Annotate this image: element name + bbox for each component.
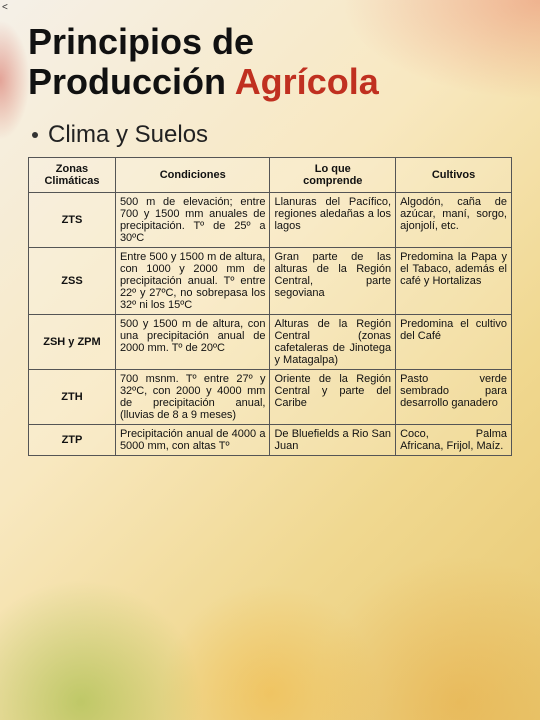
- col-cultivos: Cultivos: [396, 157, 512, 192]
- cell-cond: Precipitación anual de 4000 a 5000 mm, c…: [115, 424, 270, 455]
- col-comprende: Lo que comprende: [270, 157, 396, 192]
- table-row: ZSS Entre 500 y 1500 m de altura, con 10…: [29, 247, 512, 314]
- cell-zone: ZTH: [29, 369, 116, 424]
- cell-cult: Predomina la Papa y el Tabaco, además el…: [396, 247, 512, 314]
- section-heading-text: Clima y Suelos: [48, 121, 208, 148]
- cell-zone: ZSS: [29, 247, 116, 314]
- cell-cond: 500 m de elevación; entre 700 y 1500 mm …: [115, 192, 270, 247]
- cell-cult: Pasto verde sembrado para desarrollo gan…: [396, 369, 512, 424]
- cell-zone: ZSH y ZPM: [29, 314, 116, 369]
- bullet-icon: [32, 132, 38, 138]
- col-condiciones: Condiciones: [115, 157, 270, 192]
- cell-cult: Predomina el cultivo del Café: [396, 314, 512, 369]
- cell-comp: Oriente de la Región Central y parte del…: [270, 369, 396, 424]
- cell-cond: Entre 500 y 1500 m de altura, con 1000 y…: [115, 247, 270, 314]
- cell-zone: ZTP: [29, 424, 116, 455]
- cell-comp: Alturas de la Región Central (zonas cafe…: [270, 314, 396, 369]
- col-zonas-l1: Zonas: [56, 163, 88, 175]
- col-comprende-l2: comprende: [303, 175, 362, 187]
- cell-comp: Llanuras del Pacífico, regiones aledañas…: [270, 192, 396, 247]
- title-line2-accent: Agrícola: [235, 61, 379, 102]
- page-title: Principios de Producción Agrícola: [28, 22, 512, 103]
- table-row: ZTH 700 msnm. Tº entre 27º y 32ºC, con 2…: [29, 369, 512, 424]
- table-row: ZTP Precipitación anual de 4000 a 5000 m…: [29, 424, 512, 455]
- cell-comp: De Bluefields a Rio San Juan: [270, 424, 396, 455]
- title-line1: Principios de: [28, 21, 254, 62]
- col-zonas-l2: Climáticas: [44, 175, 99, 187]
- cell-cond: 700 msnm. Tº entre 27º y 32ºC, con 2000 …: [115, 369, 270, 424]
- slide-content: Principios de Producción Agrícola Clima …: [0, 0, 540, 466]
- section-heading: Clima y Suelos: [32, 121, 512, 149]
- cell-comp: Gran parte de las alturas de la Región C…: [270, 247, 396, 314]
- table-row: ZTS 500 m de elevación; entre 700 y 1500…: [29, 192, 512, 247]
- bg-bottom-fruit: [0, 540, 540, 720]
- table-row: ZSH y ZPM 500 y 1500 m de altura, con un…: [29, 314, 512, 369]
- cell-cult: Algodón, caña de azúcar, maní, sorgo, aj…: [396, 192, 512, 247]
- col-comprende-l1: Lo que: [315, 163, 351, 175]
- table-header-row: Zonas Climáticas Condiciones Lo que comp…: [29, 157, 512, 192]
- cell-cult: Coco, Palma Africana, Frijol, Maíz.: [396, 424, 512, 455]
- title-line2-plain: Producción: [28, 61, 235, 102]
- col-zonas: Zonas Climáticas: [29, 157, 116, 192]
- climate-table: Zonas Climáticas Condiciones Lo que comp…: [28, 157, 512, 456]
- cell-zone: ZTS: [29, 192, 116, 247]
- cell-cond: 500 y 1500 m de altura, con una precipit…: [115, 314, 270, 369]
